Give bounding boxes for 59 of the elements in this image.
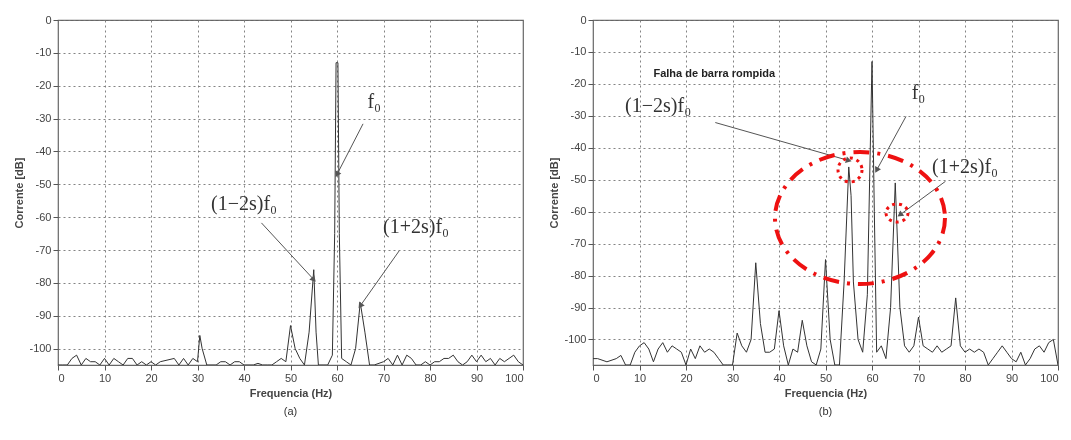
annotation: Falha de barra rompida: [653, 67, 776, 80]
y-tick-label: -60: [35, 210, 52, 223]
x-tick-label: 60: [331, 371, 344, 384]
y-tick-label: -10: [35, 46, 52, 59]
x-tick-label: 10: [98, 371, 112, 384]
x-tick-label: 20: [145, 371, 158, 384]
y-tick-label: -30: [570, 109, 587, 122]
x-tick-label: 30: [191, 371, 205, 384]
y-tick-label: -100: [29, 342, 52, 355]
x-tick-label: 30: [726, 371, 740, 384]
y-axis-title: Corrente [dB]: [13, 157, 26, 229]
y-tick-label: -70: [570, 237, 587, 250]
y-axis-title: Corrente [dB]: [548, 157, 561, 229]
text: (a): [283, 405, 298, 417]
x-tick-label: 0: [593, 371, 600, 384]
x-tick-label: 80: [959, 371, 972, 384]
x-axis-title: Frequencia (Hz): [249, 386, 333, 399]
x-tick-label: 70: [377, 371, 391, 384]
y-tick-label: -60: [570, 205, 587, 218]
x-tick-label: 20: [680, 371, 693, 384]
y-tick-label: -90: [570, 301, 587, 313]
y-tick-label: -20: [35, 79, 52, 92]
y-tick-label: -50: [570, 173, 587, 186]
x-tick-label: 70: [912, 371, 926, 384]
y-tick-label: -20: [570, 77, 587, 90]
y-tick-label: 0: [45, 13, 52, 26]
x-tick-label: 0: [58, 371, 65, 384]
y-tick-label: -100: [564, 332, 587, 345]
x-tick-label: 90: [1005, 371, 1019, 384]
y-tick-label: -30: [35, 112, 52, 125]
y-tick-label: -40: [35, 144, 52, 157]
annotation: (1−2s)f₀: [625, 94, 692, 118]
y-tick-label: -10: [570, 45, 587, 58]
y-tick-label: -50: [35, 177, 52, 190]
y-tick-label: 0: [580, 13, 587, 26]
x-axis-title: Frequencia (Hz): [784, 386, 868, 399]
y-tick-label: -90: [35, 309, 52, 322]
x-tick-label: 60: [866, 371, 879, 384]
x-tick-label: 10: [633, 371, 647, 384]
x-tick-label: 80: [424, 371, 437, 384]
y-tick-label: -80: [570, 269, 587, 282]
x-tick-label: 100: [1040, 371, 1059, 384]
y-tick-label: -40: [570, 141, 587, 154]
y-tick-label: -80: [35, 276, 52, 289]
x-tick-label: 50: [819, 371, 833, 384]
annotation: f₀: [911, 81, 926, 104]
line-series: [593, 61, 1058, 365]
line-series: [58, 62, 523, 365]
x-tick-label: 100: [505, 371, 524, 384]
annotation: (1−2s)f₀: [210, 192, 278, 215]
annotation: (1+2s)f₀: [931, 154, 999, 178]
x-tick-label: 40: [238, 371, 251, 384]
x-tick-label: 40: [773, 371, 786, 384]
text: (b): [818, 405, 833, 417]
x-tick-label: 90: [470, 371, 484, 384]
annotation: f₀: [367, 90, 382, 113]
annotation: (1+2s)f₀: [383, 215, 450, 238]
x-tick-label: 50: [284, 371, 298, 384]
y-tick-label: -70: [35, 243, 52, 256]
